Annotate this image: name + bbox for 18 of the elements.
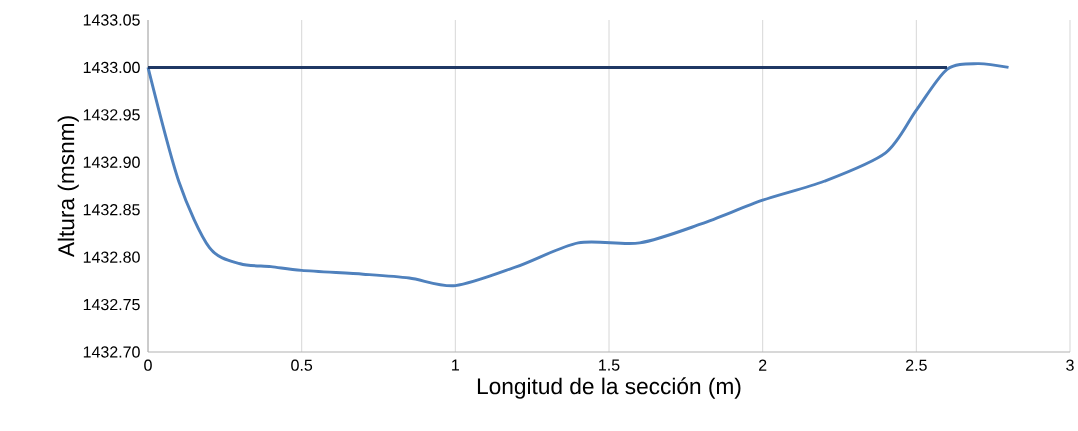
x-tick-label: 0.5 <box>291 359 313 372</box>
y-axis-title: Altura (msnm) <box>57 116 79 258</box>
y-tick-label: 1432.95 <box>83 109 140 121</box>
y-tick-label: 1432.70 <box>83 346 140 358</box>
x-tick-label: 2.5 <box>906 359 927 372</box>
y-tick-label: 1432.80 <box>83 251 140 263</box>
y-tick-label: 1433.00 <box>83 61 140 74</box>
y-tick-label: 1432.90 <box>83 156 140 169</box>
x-tick-label: 1 <box>452 359 459 371</box>
y-tick-label: 1432.85 <box>83 204 140 216</box>
y-tick-label: 1433.05 <box>83 14 140 26</box>
x-tick-label: 1.5 <box>599 359 620 371</box>
x-axis-title: Longitud de la sección (m) <box>477 377 741 399</box>
x-tick-label: 2 <box>759 359 767 371</box>
x-tick-label: 3 <box>1066 359 1074 372</box>
y-tick-label: 1432.75 <box>83 299 140 311</box>
x-tick-label: 0 <box>144 359 152 372</box>
line-series <box>146 62 1010 288</box>
